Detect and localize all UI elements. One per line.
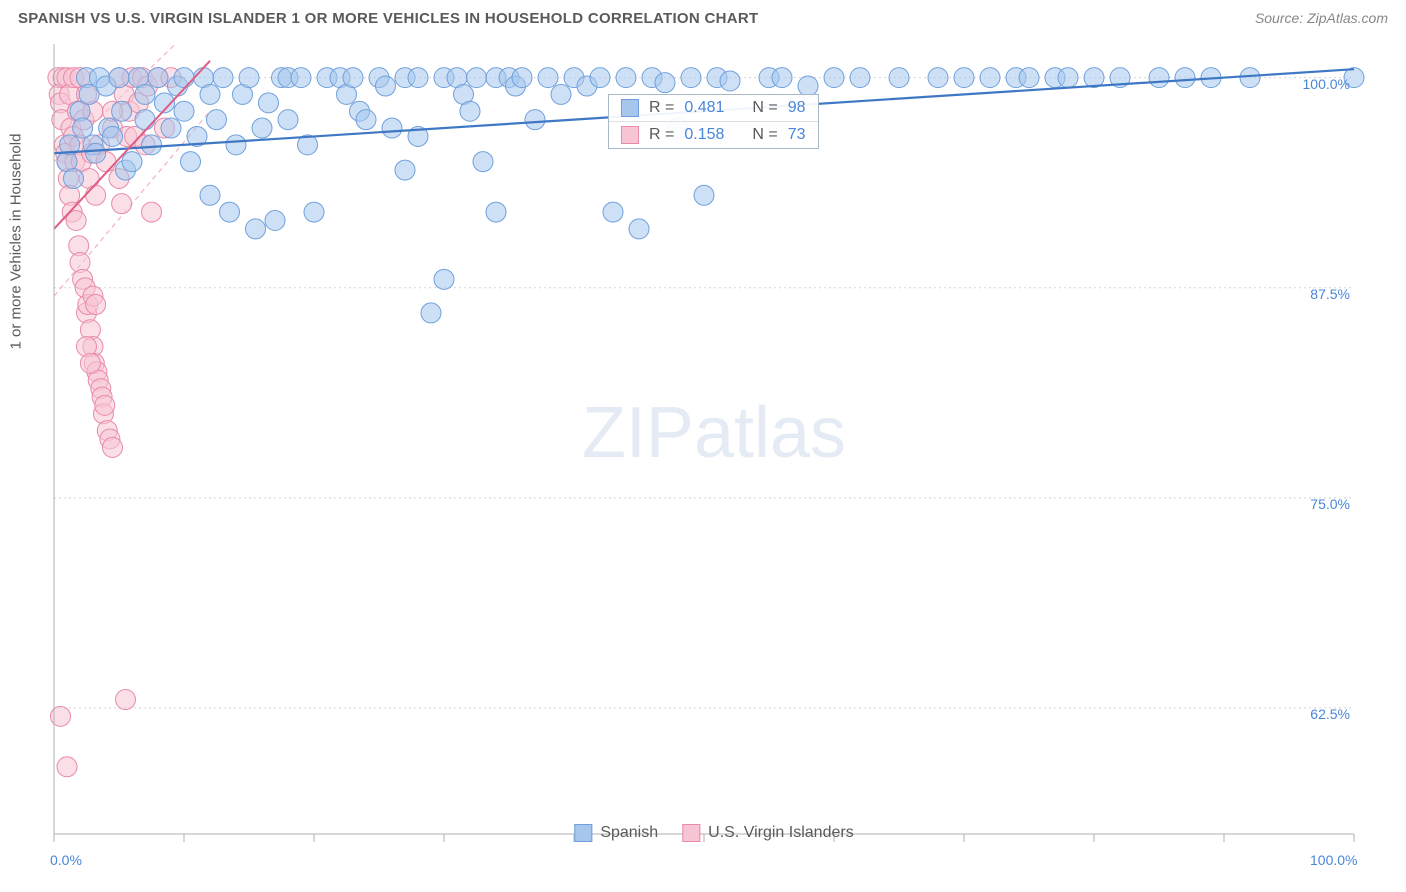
y-axis-label: 1 or more Vehicles in Household: [8, 134, 25, 350]
legend-r-value: 0.158: [684, 126, 724, 144]
legend-item: Spanish: [574, 824, 658, 842]
legend-n-label: N =: [752, 99, 777, 117]
legend-label: U.S. Virgin Islanders: [708, 824, 854, 842]
y-tick-label: 62.5%: [1310, 706, 1350, 722]
source-label: Source: ZipAtlas.com: [1255, 10, 1388, 27]
legend-swatch: [621, 99, 639, 117]
bottom-legend: Spanish U.S. Virgin Islanders: [574, 824, 853, 842]
legend-stats-box: R = 0.481 N = 98 R = 0.158 N = 73: [608, 94, 819, 149]
legend-r-value: 0.481: [684, 99, 724, 117]
title-bar: SPANISH VS U.S. VIRGIN ISLANDER 1 OR MOR…: [0, 0, 1406, 35]
y-tick-label: 87.5%: [1310, 286, 1350, 302]
y-tick-label: 100.0%: [1303, 76, 1350, 92]
legend-n-value: 73: [788, 126, 806, 144]
chart-title: SPANISH VS U.S. VIRGIN ISLANDER 1 OR MOR…: [18, 10, 758, 27]
legend-n-value: 98: [788, 99, 806, 117]
legend-item: U.S. Virgin Islanders: [682, 824, 854, 842]
legend-stats-row: R = 0.158 N = 73: [609, 122, 818, 148]
chart-container: 1 or more Vehicles in Household ZIPatlas…: [40, 44, 1388, 854]
x-tick-label: 0.0%: [50, 852, 82, 868]
legend-swatch: [574, 824, 592, 842]
legend-swatch: [682, 824, 700, 842]
y-tick-label: 75.0%: [1310, 496, 1350, 512]
legend-r-label: R =: [649, 99, 674, 117]
x-tick-label: 100.0%: [1310, 852, 1357, 868]
legend-label: Spanish: [600, 824, 658, 842]
legend-swatch: [621, 126, 639, 144]
scatter-plot: [40, 44, 1388, 854]
legend-n-label: N =: [752, 126, 777, 144]
legend-r-label: R =: [649, 126, 674, 144]
legend-stats-row: R = 0.481 N = 98: [609, 95, 818, 122]
